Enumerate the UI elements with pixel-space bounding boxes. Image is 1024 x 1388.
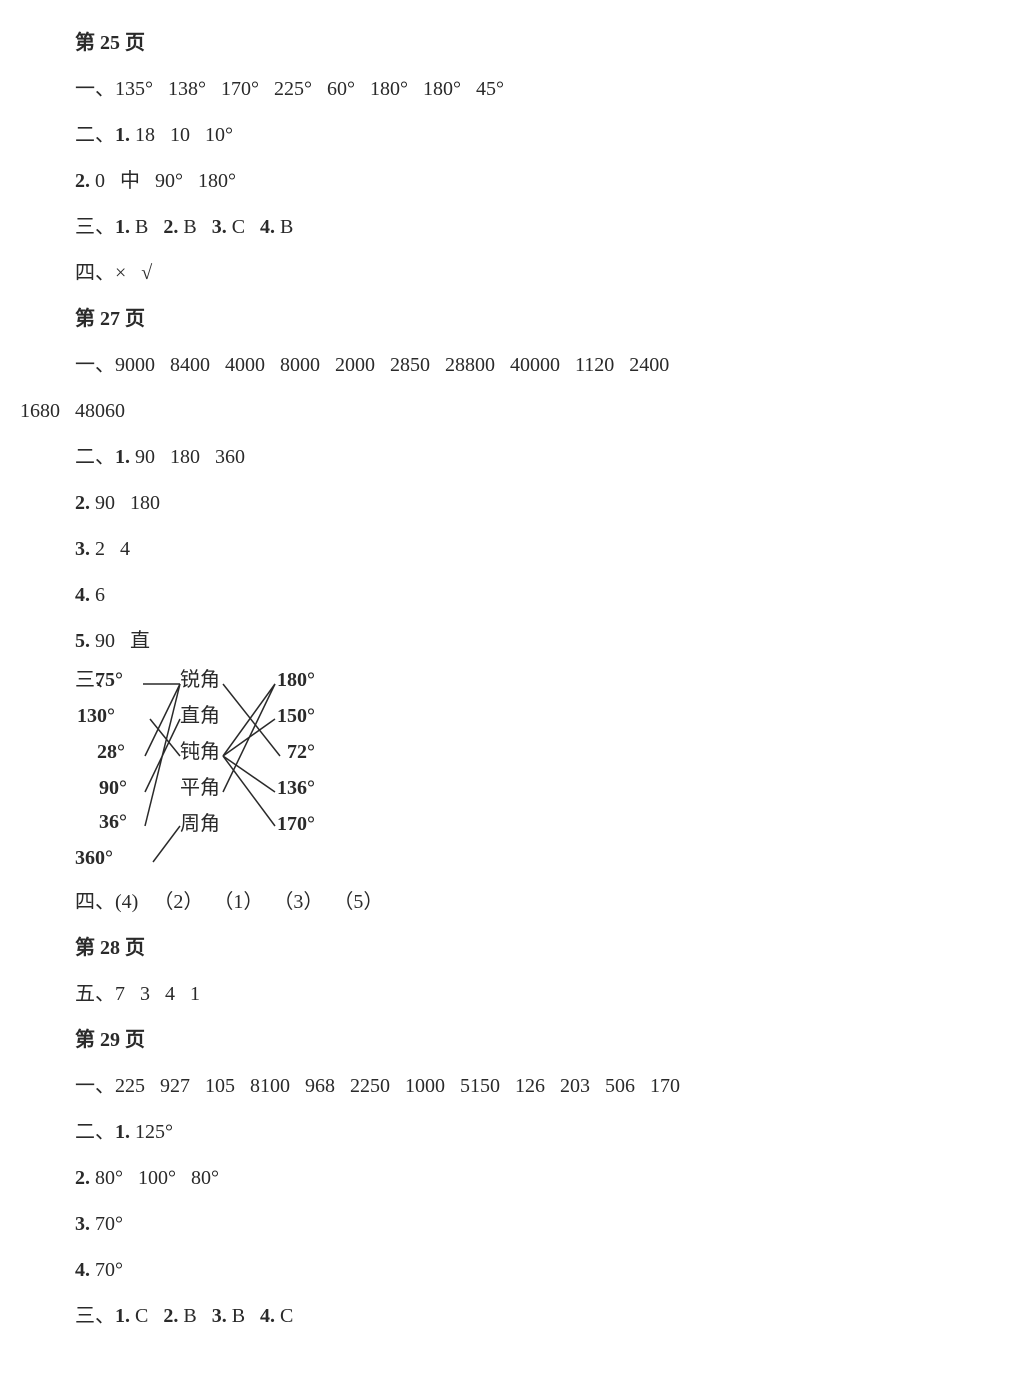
p27-line-4: 3. 2 4: [20, 526, 1004, 572]
p29-line-6: 三、1. C 2. B 3. B 4. C: [20, 1293, 1004, 1339]
svg-text:360°: 360°: [75, 847, 113, 869]
svg-text:180°: 180°: [277, 669, 315, 691]
p27-l2-body: 90 180 360: [130, 446, 245, 468]
p27-l6-num: 5.: [75, 630, 90, 652]
p27-l4-num: 3.: [75, 538, 90, 560]
page-25-header: 第 25 页: [20, 20, 1004, 66]
p27-line-5: 4. 6: [20, 572, 1004, 618]
p25-line-2: 二、1. 18 10 10°: [20, 112, 1004, 158]
p29-l6-a2: B: [178, 1305, 211, 1327]
p29-l5-num: 4.: [75, 1259, 90, 1281]
p29-l6-a4: C: [275, 1305, 293, 1327]
svg-text:锐角: 锐角: [180, 668, 220, 691]
p25-l3-num: 2.: [75, 170, 90, 192]
p25-l4-n3: 3.: [212, 216, 227, 238]
p29-l6-n2: 2.: [163, 1305, 178, 1327]
p29-l4-num: 3.: [75, 1213, 90, 1235]
p27-line-1b: 1680 48060: [20, 388, 1004, 434]
p27-l5-num: 4.: [75, 584, 90, 606]
p29-l5-body: 70°: [90, 1259, 123, 1281]
p27-l4-body: 2 4: [90, 538, 130, 560]
p29-l2-body: 125°: [130, 1121, 173, 1143]
p25-l4-a4: B: [275, 216, 293, 238]
p29-l6-a1: C: [130, 1305, 163, 1327]
p25-l4-n4: 4.: [260, 216, 275, 238]
p25-l2-prefix: 二、: [75, 124, 115, 146]
p29-line-2: 二、1. 125°: [20, 1109, 1004, 1155]
p27-l3-num: 2.: [75, 492, 90, 514]
p28-line-1: 五、7 3 4 1: [20, 971, 1004, 1017]
svg-text:150°: 150°: [277, 705, 315, 727]
p27-l3-body: 90 180: [90, 492, 160, 514]
svg-text:72°: 72°: [287, 741, 315, 763]
p25-l4-a2: B: [178, 216, 211, 238]
svg-text:28°: 28°: [97, 741, 125, 763]
p29-l2-prefix: 二、: [75, 1121, 115, 1143]
svg-text:90°: 90°: [99, 777, 127, 799]
p27-l2-num: 1.: [115, 446, 130, 468]
p29-l4-body: 70°: [90, 1213, 123, 1235]
p25-l4-prefix: 三、: [75, 216, 115, 238]
page-29-header: 第 29 页: [20, 1017, 1004, 1063]
page-27-header: 第 27 页: [20, 296, 1004, 342]
p25-l4-n1: 1.: [115, 216, 130, 238]
p29-l3-body: 80° 100° 80°: [90, 1167, 219, 1189]
p29-line-1: 一、225 927 105 8100 968 2250 1000 5150 12…: [20, 1063, 1004, 1109]
p25-l3-body: 0 中 90° 180°: [90, 170, 236, 192]
p29-l6-n4: 4.: [260, 1305, 275, 1327]
p25-l2-num: 1.: [115, 124, 130, 146]
p29-l6-n1: 1.: [115, 1305, 130, 1327]
svg-text:钝角: 钝角: [180, 740, 220, 763]
p25-l4-a3: C: [227, 216, 260, 238]
svg-text:130°: 130°: [77, 705, 115, 727]
p25-line-5: 四、× √: [20, 250, 1004, 296]
p29-line-4: 3. 70°: [20, 1201, 1004, 1247]
angle-matching-diagram: 三、75°130°28°90°36°360°锐角直角钝角平角周角180°150°…: [75, 664, 395, 879]
p29-l6-n3: 3.: [212, 1305, 227, 1327]
svg-text:75°: 75°: [95, 669, 123, 691]
p29-l3-num: 2.: [75, 1167, 90, 1189]
svg-text:平角: 平角: [180, 776, 220, 799]
p25-line-1: 一、135° 138° 170° 225° 60° 180° 180° 45°: [20, 66, 1004, 112]
p27-line-6: 5. 90 直: [20, 618, 1004, 664]
p27-line-3: 2. 90 180: [20, 480, 1004, 526]
svg-text:直角: 直角: [180, 704, 220, 727]
svg-text:36°: 36°: [99, 811, 127, 833]
p27-line-1: 一、9000 8400 4000 8000 2000 2850 28800 40…: [20, 342, 1004, 388]
p25-l4-n2: 2.: [163, 216, 178, 238]
p27-l6-body: 90 直: [90, 630, 150, 652]
p27-line-8: 四、(4) （2） （1） （3） （5）: [20, 879, 1004, 925]
p29-l6-a3: B: [227, 1305, 260, 1327]
p25-l2-body: 18 10 10°: [130, 124, 233, 146]
p27-line-2: 二、1. 90 180 360: [20, 434, 1004, 480]
p25-l4-a1: B: [130, 216, 163, 238]
svg-text:170°: 170°: [277, 813, 315, 835]
p29-line-3: 2. 80° 100° 80°: [20, 1155, 1004, 1201]
svg-text:周角: 周角: [180, 812, 220, 835]
p27-l5-body: 6: [90, 584, 105, 606]
p27-diagram-section: 三、75°130°28°90°36°360°锐角直角钝角平角周角180°150°…: [20, 664, 1004, 879]
p29-line-5: 4. 70°: [20, 1247, 1004, 1293]
p25-line-4: 三、1. B 2. B 3. C 4. B: [20, 204, 1004, 250]
p27-l2-prefix: 二、: [75, 446, 115, 468]
p29-l2-num: 1.: [115, 1121, 130, 1143]
p29-l6-prefix: 三、: [75, 1305, 115, 1327]
p25-line-3: 2. 0 中 90° 180°: [20, 158, 1004, 204]
page-28-header: 第 28 页: [20, 925, 1004, 971]
svg-text:136°: 136°: [277, 777, 315, 799]
